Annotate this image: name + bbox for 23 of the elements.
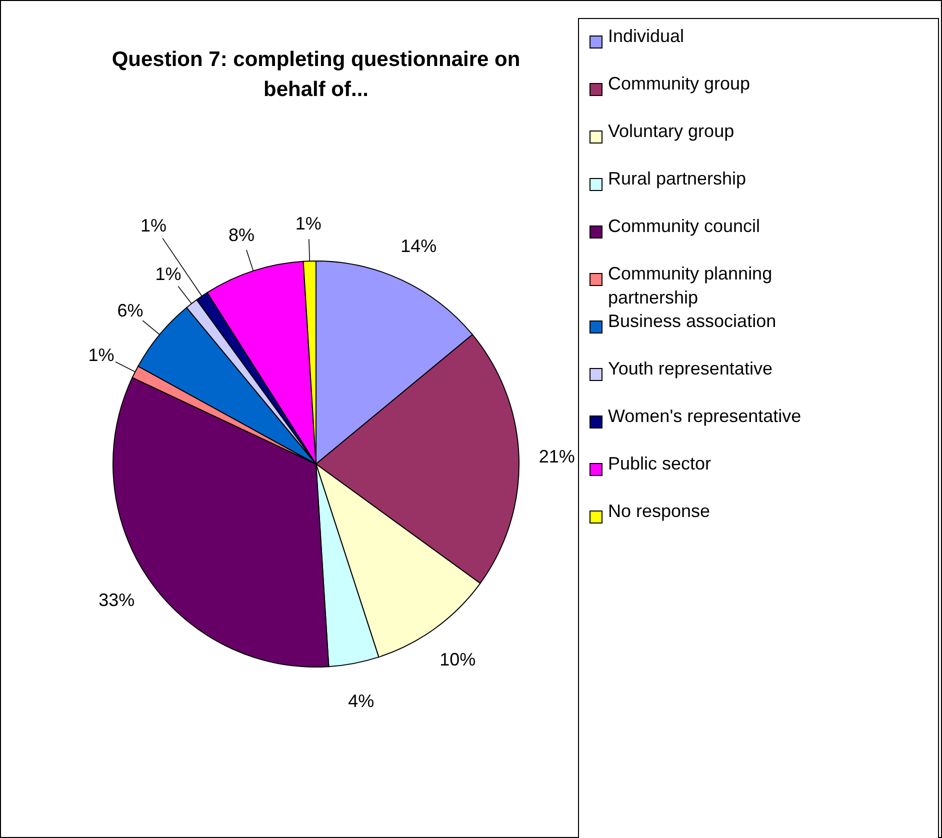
data-label: 1% [155,264,182,284]
data-label: 1% [140,215,167,236]
data-label: 14% [400,236,437,256]
data-label: 10% [440,649,476,670]
data-label: 4% [348,691,374,712]
data-label: 6% [117,300,144,321]
legend-label: Rural partnership [608,168,746,188]
data-label: 8% [228,225,255,246]
legend-label: Business association [608,311,776,331]
text: Question 7: completing questionnaire on behalf of... [112,48,520,101]
data-label: 1% [295,213,322,234]
legend-label: Individual [608,26,684,46]
data-label: 33% [98,590,135,610]
legend-label: Women's representative [608,406,802,426]
legend-label: No response [608,501,710,521]
legend-label: Youth representative [608,358,772,378]
data-label: 21% [538,446,575,467]
legend-label: Community council [608,216,760,236]
data-label: 1% [88,344,114,365]
legend-label: Voluntary group [608,121,734,141]
legend-label: Community group [608,74,750,94]
legend-label: Community planning partnership [608,264,772,308]
legend-label: Public sector [608,454,712,474]
